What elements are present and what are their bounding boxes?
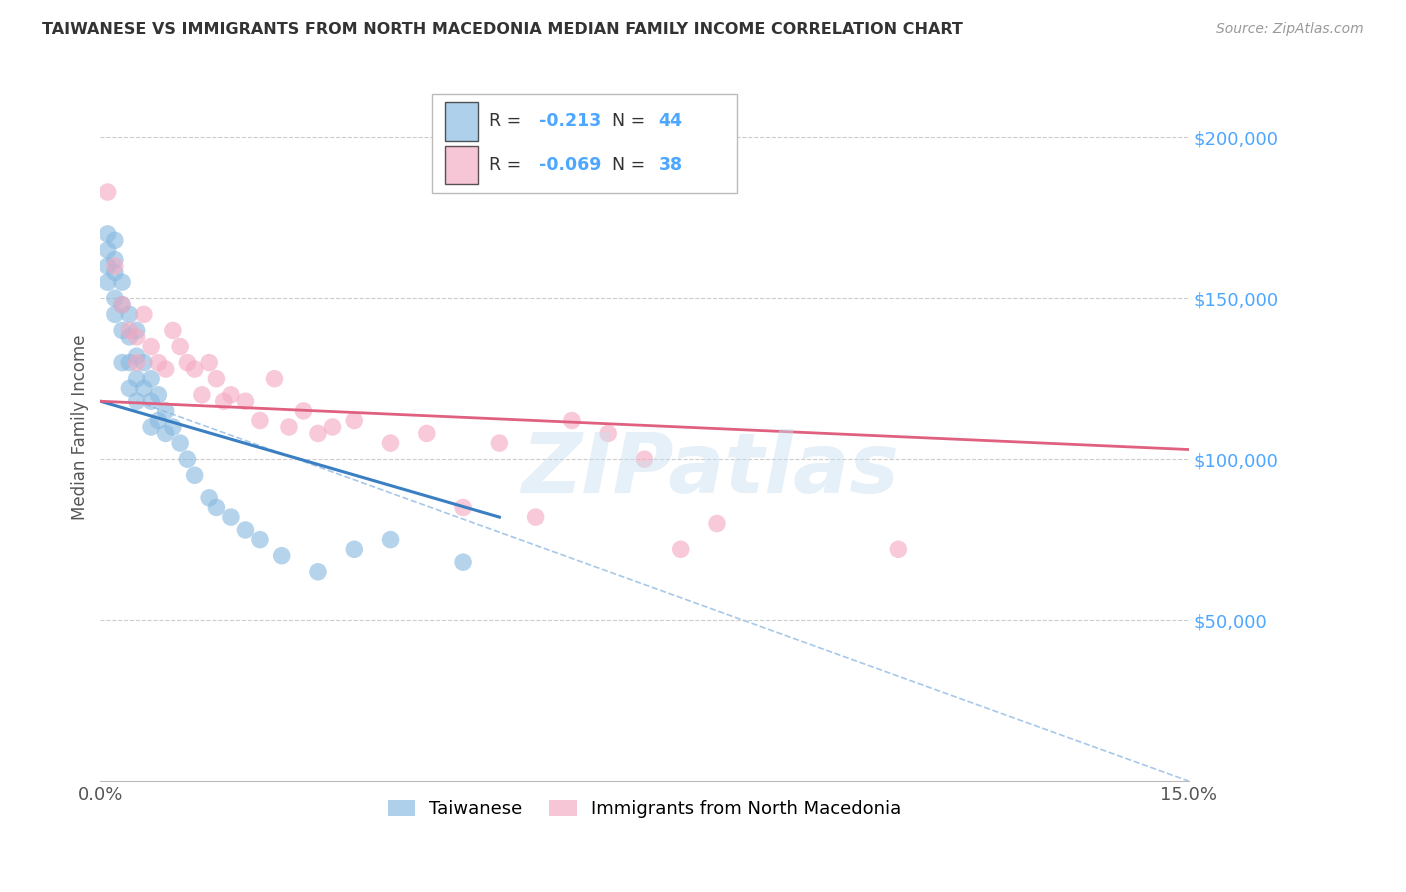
Point [191, 388, 214, 402]
Point [249, 533, 271, 547]
Point [118, 323, 141, 337]
FancyBboxPatch shape [446, 102, 478, 141]
Text: R =: R = [489, 156, 527, 174]
Point [307, 565, 329, 579]
Point [118, 307, 141, 321]
Point [125, 356, 148, 370]
Text: Source: ZipAtlas.com: Source: ZipAtlas.com [1216, 22, 1364, 37]
Text: 38: 38 [658, 156, 683, 174]
Point [155, 426, 177, 441]
Legend: Taiwanese, Immigrants from North Macedonia: Taiwanese, Immigrants from North Macedon… [381, 792, 908, 825]
Point [104, 259, 127, 273]
Point [321, 420, 343, 434]
Point [97, 243, 120, 257]
Point [111, 356, 134, 370]
Point [125, 372, 148, 386]
Point [125, 330, 148, 344]
Point [97, 227, 120, 241]
Point [97, 185, 120, 199]
Point [633, 452, 655, 467]
Point [205, 372, 228, 386]
Point [219, 388, 242, 402]
Point [263, 372, 285, 386]
Text: R =: R = [489, 112, 527, 130]
Point [155, 404, 177, 418]
Point [132, 307, 155, 321]
Point [176, 356, 198, 370]
Point [451, 555, 474, 569]
Point [183, 468, 205, 483]
Point [148, 413, 170, 427]
Text: ZIPatlas: ZIPatlas [520, 429, 898, 510]
Point [148, 388, 170, 402]
Point [104, 252, 127, 267]
Point [132, 381, 155, 395]
Point [205, 500, 228, 515]
Point [278, 420, 301, 434]
Point [219, 510, 242, 524]
Point [104, 307, 127, 321]
Point [111, 275, 134, 289]
Point [235, 523, 257, 537]
Point [132, 356, 155, 370]
Point [292, 404, 315, 418]
Point [198, 491, 221, 505]
Text: 44: 44 [658, 112, 682, 130]
Point [111, 323, 134, 337]
Point [343, 413, 366, 427]
Point [104, 233, 127, 247]
Point [198, 356, 221, 370]
FancyBboxPatch shape [446, 145, 478, 185]
Text: -0.213: -0.213 [538, 112, 602, 130]
Point [307, 426, 329, 441]
Point [176, 452, 198, 467]
Point [97, 259, 120, 273]
Point [111, 298, 134, 312]
Point [118, 330, 141, 344]
Point [169, 436, 191, 450]
Point [104, 291, 127, 305]
Point [669, 542, 692, 557]
Point [155, 362, 177, 376]
Text: TAIWANESE VS IMMIGRANTS FROM NORTH MACEDONIA MEDIAN FAMILY INCOME CORRELATION CH: TAIWANESE VS IMMIGRANTS FROM NORTH MACED… [42, 22, 963, 37]
Point [125, 394, 148, 409]
Point [380, 533, 402, 547]
Text: N =: N = [612, 112, 651, 130]
Point [343, 542, 366, 557]
Text: -0.069: -0.069 [538, 156, 602, 174]
Y-axis label: Median Family Income: Median Family Income [72, 334, 89, 520]
Point [451, 500, 474, 515]
Point [598, 426, 620, 441]
Point [162, 323, 184, 337]
Point [139, 394, 162, 409]
Point [488, 436, 510, 450]
Point [125, 349, 148, 363]
Point [249, 413, 271, 427]
Point [148, 356, 170, 370]
Point [183, 362, 205, 376]
Point [125, 323, 148, 337]
FancyBboxPatch shape [432, 95, 737, 194]
Point [380, 436, 402, 450]
Point [97, 275, 120, 289]
Point [118, 381, 141, 395]
Text: N =: N = [612, 156, 651, 174]
Point [139, 372, 162, 386]
Point [887, 542, 910, 557]
Point [139, 339, 162, 353]
Point [169, 339, 191, 353]
Point [111, 298, 134, 312]
Point [235, 394, 257, 409]
Point [162, 420, 184, 434]
Point [139, 420, 162, 434]
Point [270, 549, 292, 563]
Point [104, 266, 127, 280]
Point [416, 426, 439, 441]
Point [524, 510, 547, 524]
Point [706, 516, 728, 531]
Point [212, 394, 235, 409]
Point [118, 356, 141, 370]
Point [561, 413, 583, 427]
